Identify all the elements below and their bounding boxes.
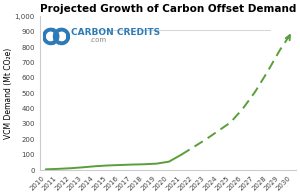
Polygon shape: [58, 33, 65, 40]
Polygon shape: [55, 28, 58, 45]
Text: CARBON CREDITS: CARBON CREDITS: [71, 28, 160, 37]
Text: .com: .com: [89, 37, 106, 43]
Y-axis label: VCM Demand (Mt CO₂e): VCM Demand (Mt CO₂e): [4, 48, 13, 139]
Title: Projected Growth of Carbon Offset Demand: Projected Growth of Carbon Offset Demand: [40, 4, 296, 14]
Polygon shape: [47, 33, 55, 40]
